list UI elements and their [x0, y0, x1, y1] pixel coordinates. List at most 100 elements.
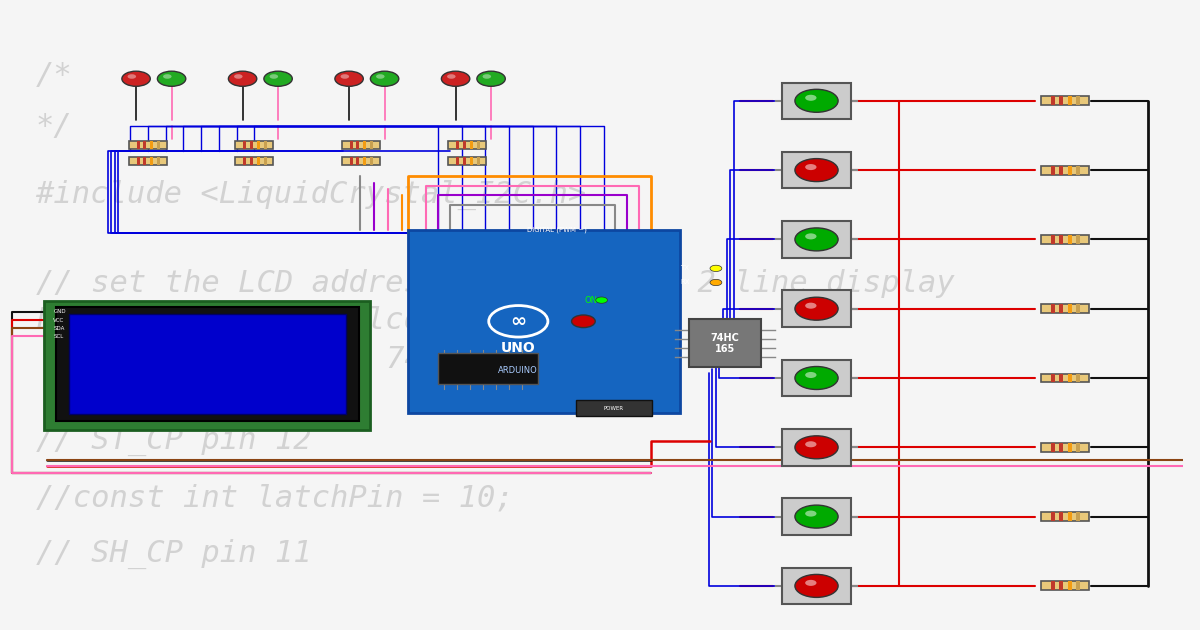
Bar	[1068, 581, 1072, 590]
Bar	[456, 140, 460, 149]
Bar	[1060, 374, 1063, 382]
Circle shape	[805, 510, 816, 517]
Bar	[244, 140, 246, 149]
Text: ∞: ∞	[510, 312, 527, 331]
Text: // set the LCD address to 0x27, and 2 line display: // set the LCD address to 0x27, and 2 li…	[36, 269, 954, 298]
Bar	[1068, 166, 1072, 175]
Bar	[1051, 235, 1055, 244]
Circle shape	[710, 265, 722, 272]
Bar	[1051, 166, 1055, 175]
Text: 74HC
165: 74HC 165	[710, 333, 739, 354]
Bar	[1076, 166, 1080, 175]
Bar	[1076, 512, 1080, 521]
Circle shape	[163, 74, 172, 79]
Text: ARDUINO: ARDUINO	[498, 366, 538, 375]
Circle shape	[794, 159, 838, 181]
Bar	[463, 156, 466, 164]
FancyBboxPatch shape	[342, 140, 380, 149]
Bar	[1060, 235, 1063, 244]
Bar	[1068, 96, 1072, 105]
Bar	[349, 140, 353, 149]
Circle shape	[264, 71, 293, 86]
Text: UNO: UNO	[500, 341, 535, 355]
Bar	[157, 140, 160, 149]
Bar	[1076, 443, 1080, 452]
Text: #include <LiquidCrystal_I2C.h>: #include <LiquidCrystal_I2C.h>	[36, 180, 587, 210]
Bar	[137, 156, 139, 164]
Bar	[1060, 581, 1063, 590]
Bar	[143, 140, 146, 149]
Bar	[244, 156, 246, 164]
Circle shape	[157, 71, 186, 86]
Bar	[1076, 96, 1080, 105]
Circle shape	[476, 71, 505, 86]
Circle shape	[805, 302, 816, 309]
Text: VCC: VCC	[53, 318, 65, 323]
Text: TX: TX	[680, 265, 690, 272]
Bar	[364, 156, 366, 164]
Bar	[250, 140, 253, 149]
Bar	[349, 156, 353, 164]
Bar	[456, 156, 460, 164]
Circle shape	[794, 89, 838, 112]
FancyBboxPatch shape	[782, 290, 851, 327]
Bar	[1076, 304, 1080, 313]
Bar	[1068, 374, 1072, 382]
Bar	[150, 140, 154, 149]
Text: SCL: SCL	[53, 334, 64, 339]
FancyBboxPatch shape	[1042, 512, 1088, 521]
FancyBboxPatch shape	[782, 152, 851, 188]
FancyBboxPatch shape	[1042, 374, 1088, 382]
FancyBboxPatch shape	[782, 360, 851, 396]
Circle shape	[805, 164, 816, 170]
Bar	[576, 400, 653, 416]
Circle shape	[270, 74, 278, 79]
Bar	[1060, 443, 1063, 452]
FancyBboxPatch shape	[43, 301, 371, 430]
Circle shape	[571, 315, 595, 328]
Text: DIGITAL (PWM ~): DIGITAL (PWM ~)	[528, 227, 587, 233]
Bar	[476, 156, 480, 164]
Bar	[463, 140, 466, 149]
Circle shape	[442, 71, 469, 86]
FancyBboxPatch shape	[449, 156, 486, 164]
FancyBboxPatch shape	[1042, 96, 1088, 105]
FancyBboxPatch shape	[235, 156, 274, 164]
Circle shape	[228, 71, 257, 86]
Text: POWER: POWER	[604, 406, 624, 411]
Circle shape	[794, 505, 838, 528]
Circle shape	[234, 74, 242, 79]
Circle shape	[488, 306, 548, 337]
FancyBboxPatch shape	[449, 140, 486, 149]
Circle shape	[805, 441, 816, 447]
Bar	[1068, 512, 1072, 521]
Bar	[1076, 235, 1080, 244]
FancyBboxPatch shape	[408, 230, 680, 413]
FancyBboxPatch shape	[128, 140, 167, 149]
FancyBboxPatch shape	[782, 429, 851, 466]
Bar	[1068, 235, 1072, 244]
Circle shape	[595, 297, 607, 303]
Bar	[157, 156, 160, 164]
FancyBboxPatch shape	[342, 156, 380, 164]
Bar	[476, 140, 480, 149]
Circle shape	[341, 74, 349, 79]
Circle shape	[376, 74, 384, 79]
Circle shape	[448, 74, 456, 79]
Bar	[370, 156, 373, 164]
Circle shape	[335, 71, 364, 86]
FancyBboxPatch shape	[235, 140, 274, 149]
FancyBboxPatch shape	[782, 221, 851, 258]
Circle shape	[127, 74, 136, 79]
Circle shape	[794, 367, 838, 389]
Circle shape	[805, 94, 816, 101]
Bar	[257, 140, 259, 149]
FancyBboxPatch shape	[1042, 581, 1088, 590]
Circle shape	[710, 279, 722, 285]
FancyBboxPatch shape	[1042, 235, 1088, 244]
Bar	[1051, 512, 1055, 521]
Circle shape	[794, 297, 838, 320]
Circle shape	[122, 71, 150, 86]
Bar	[264, 156, 266, 164]
Bar	[356, 156, 360, 164]
